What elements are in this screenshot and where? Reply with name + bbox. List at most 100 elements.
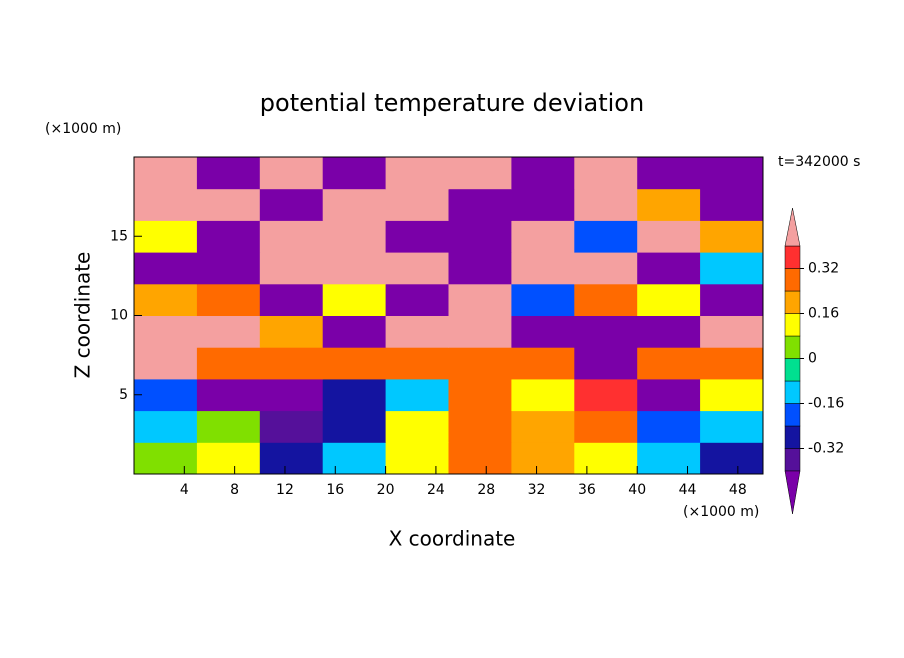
field-cell	[385, 410, 449, 443]
field-cell	[196, 315, 261, 348]
field-cell	[511, 347, 575, 380]
field-cell	[322, 347, 387, 380]
time-annotation: t=342000 s	[778, 154, 860, 170]
colorbar-tick-label: -0.16	[808, 396, 844, 412]
y-tick-label: 15	[110, 228, 128, 244]
colorbar-tick-label: 0.16	[808, 306, 839, 322]
field-cell	[448, 410, 512, 443]
field-cell	[134, 283, 198, 316]
colorbar-segment	[784, 245, 801, 269]
field-cell	[574, 252, 638, 285]
field-cell	[385, 442, 449, 475]
field-cell	[196, 442, 261, 475]
colorbar-tick-label: 0.32	[808, 261, 839, 277]
field-cell	[196, 378, 261, 412]
field-cell	[259, 315, 324, 348]
x-tick-label: 4	[180, 482, 189, 498]
field-cell	[448, 347, 512, 380]
field-cell	[448, 188, 512, 221]
field-cell	[511, 157, 575, 190]
colorbar-segment	[784, 335, 801, 359]
field-cell	[511, 315, 575, 348]
field-cell	[134, 188, 198, 221]
field-cell	[448, 378, 512, 412]
field-cell	[574, 410, 638, 443]
field-cell	[322, 315, 387, 348]
field-cell	[448, 252, 512, 285]
field-cell	[259, 442, 324, 475]
field-cell	[511, 252, 575, 285]
field-cell	[385, 347, 449, 380]
field-cell	[196, 157, 261, 190]
field-cell	[637, 188, 701, 221]
field-cell	[700, 410, 764, 443]
field-cell	[134, 252, 198, 285]
field-cell	[196, 410, 261, 443]
field-cell	[574, 157, 638, 190]
field-cell	[259, 188, 324, 221]
x-tick-label: 28	[477, 482, 495, 498]
field-cell	[574, 188, 638, 221]
x-axis-label: X coordinate	[389, 527, 516, 551]
field-cell	[637, 410, 701, 443]
colorbar-segment	[784, 313, 801, 337]
field-cell	[511, 188, 575, 221]
colorbar-extend-high	[784, 207, 801, 247]
field-cell	[322, 442, 387, 475]
x-tick-label: 12	[276, 482, 294, 498]
field-cell	[700, 283, 764, 316]
x-tick-label: 48	[729, 482, 747, 498]
field-cell	[196, 220, 261, 253]
field-cell	[322, 378, 387, 412]
field-cell	[574, 315, 638, 348]
field-cell	[511, 378, 575, 412]
field-cell	[511, 410, 575, 443]
x-tick-label: 16	[326, 482, 344, 498]
field-cell	[196, 347, 261, 380]
field-cell	[385, 188, 449, 221]
field-cell	[259, 157, 324, 190]
field-cell	[448, 283, 512, 316]
field-cell	[259, 378, 324, 412]
field-cell	[385, 157, 449, 190]
field-cell	[385, 220, 449, 253]
field-cell	[448, 220, 512, 253]
field-cell	[637, 252, 701, 285]
y-tick-label: 5	[119, 387, 128, 403]
colorbar-segment	[784, 380, 801, 404]
field-cell	[259, 347, 324, 380]
field-cell	[574, 442, 638, 475]
field-cell	[448, 442, 512, 475]
colorbar-segment	[784, 358, 801, 382]
field-cell	[637, 220, 701, 253]
x-tick-label: 20	[377, 482, 395, 498]
field-cell	[637, 283, 701, 316]
field-cell	[134, 315, 198, 348]
field-cell	[637, 442, 701, 475]
field-cell	[448, 315, 512, 348]
field-cell	[134, 442, 198, 475]
field-cell	[700, 347, 764, 380]
field-cell	[574, 283, 638, 316]
field-cell	[574, 378, 638, 412]
colorbar-segment	[784, 403, 801, 427]
field-cell	[385, 283, 449, 316]
field-cell	[134, 220, 198, 253]
field-cell	[700, 252, 764, 285]
y-unit: (×1000 m)	[45, 121, 121, 137]
x-tick-label: 40	[628, 482, 646, 498]
field-cell	[385, 315, 449, 348]
chart-title: potential temperature deviation	[260, 89, 644, 117]
field-cell	[322, 157, 387, 190]
field-cell	[700, 157, 764, 190]
field-cell	[196, 252, 261, 285]
x-tick-label: 8	[230, 482, 239, 498]
field-cell	[322, 252, 387, 285]
x-tick-label: 32	[528, 482, 546, 498]
x-tick-label: 44	[679, 482, 697, 498]
y-tick-label: 10	[110, 308, 128, 324]
field-cell	[637, 157, 701, 190]
field-cell	[574, 347, 638, 380]
field-cell	[259, 410, 324, 443]
